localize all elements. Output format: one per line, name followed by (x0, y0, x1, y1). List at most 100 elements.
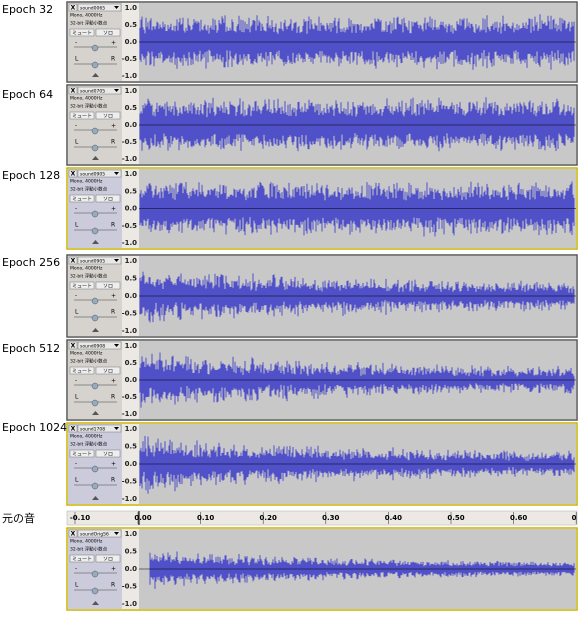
amplitude-label: 0.0 (125, 38, 138, 46)
track-panel (68, 424, 122, 504)
gain-thumb[interactable] (91, 297, 99, 305)
solo-button[interactable] (95, 366, 121, 375)
close-button[interactable] (68, 529, 78, 538)
close-button[interactable] (68, 169, 78, 178)
pan-left: L (75, 582, 79, 589)
gain-minus: - (75, 206, 77, 213)
ruler-label: 0.60 (510, 514, 527, 522)
track-format: 32-bit 浮動小数点 (70, 20, 108, 27)
track-name[interactable]: sound0065 (80, 6, 105, 12)
close-label[interactable]: X (71, 258, 76, 265)
collapse-arrow[interactable] (92, 73, 99, 77)
close-label[interactable]: X (71, 88, 76, 95)
pan-thumb[interactable] (91, 144, 99, 152)
mute-button[interactable] (69, 449, 95, 458)
solo-button[interactable] (95, 28, 121, 37)
collapse-arrow[interactable] (92, 496, 99, 500)
pan-thumb[interactable] (91, 399, 99, 407)
close-label[interactable]: X (71, 5, 76, 12)
collapse-arrow[interactable] (92, 328, 99, 332)
gain-thumb[interactable] (91, 465, 99, 473)
gain-plus: + (111, 123, 116, 130)
mute-label[interactable]: ミュート (72, 452, 92, 458)
close-label[interactable]: X (71, 426, 76, 433)
pan-right: R (111, 582, 115, 589)
amplitude-label: 0.5 (125, 187, 138, 195)
track-name[interactable]: soundOrig56 (80, 532, 109, 538)
track-name[interactable]: sound0705 (80, 89, 105, 95)
gain-thumb[interactable] (91, 210, 99, 218)
mute-button[interactable] (69, 554, 95, 563)
name-menu[interactable] (77, 341, 122, 350)
collapse-arrow[interactable] (92, 156, 99, 160)
mute-label[interactable]: ミュート (72, 369, 92, 375)
pan-thumb[interactable] (91, 227, 99, 235)
mute-button[interactable] (69, 366, 95, 375)
track-name[interactable]: sound0905 (80, 172, 105, 178)
mute-button[interactable] (69, 28, 95, 37)
gain-minus: - (75, 566, 77, 573)
pan-thumb[interactable] (91, 587, 99, 595)
solo-button[interactable] (95, 449, 121, 458)
name-menu[interactable] (77, 3, 122, 12)
gain-thumb[interactable] (91, 570, 99, 578)
collapse-arrow[interactable] (92, 240, 99, 244)
track-name[interactable]: sound0908 (80, 344, 105, 350)
gain-plus: + (111, 378, 116, 385)
close-button[interactable] (68, 424, 78, 433)
menu-arrow (114, 344, 119, 347)
mute-label[interactable]: ミュート (72, 284, 92, 290)
track-rate: Mono, 4000Hz (70, 13, 103, 19)
name-menu[interactable] (77, 169, 122, 178)
gain-thumb[interactable] (91, 127, 99, 135)
close-button[interactable] (68, 256, 78, 265)
solo-button[interactable] (95, 111, 121, 120)
name-menu[interactable] (77, 256, 122, 265)
close-label[interactable]: X (71, 171, 76, 178)
track-frame (66, 527, 578, 611)
pan-thumb[interactable] (91, 314, 99, 322)
solo-label[interactable]: ソロ (103, 369, 113, 375)
solo-button[interactable] (95, 194, 121, 203)
name-menu[interactable] (77, 529, 122, 538)
close-label[interactable]: X (71, 343, 76, 350)
solo-label[interactable]: ソロ (103, 284, 113, 290)
mute-label[interactable]: ミュート (72, 114, 92, 120)
close-button[interactable] (68, 341, 78, 350)
pan-thumb[interactable] (91, 61, 99, 69)
pan-left: L (75, 477, 79, 484)
amplitude-label: -1.0 (122, 495, 137, 503)
track-format: 32-bit 浮動小数点 (70, 358, 108, 365)
collapse-arrow[interactable] (92, 601, 99, 605)
mute-button[interactable] (69, 281, 95, 290)
solo-label[interactable]: ソロ (103, 197, 113, 203)
track-name[interactable]: sound1708 (80, 427, 105, 433)
pan-right: R (111, 394, 115, 401)
name-menu[interactable] (77, 424, 122, 433)
solo-label[interactable]: ソロ (103, 452, 113, 458)
mute-button[interactable] (69, 111, 95, 120)
gain-thumb[interactable] (91, 382, 99, 390)
solo-label[interactable]: ソロ (103, 31, 113, 37)
solo-label[interactable]: ソロ (103, 114, 113, 120)
solo-button[interactable] (95, 281, 121, 290)
mute-button[interactable] (69, 194, 95, 203)
gain-thumb[interactable] (91, 44, 99, 52)
solo-label[interactable]: ソロ (103, 557, 113, 563)
amplitude-label: -1.0 (122, 239, 137, 247)
collapse-arrow[interactable] (92, 411, 99, 415)
mute-label[interactable]: ミュート (72, 31, 92, 37)
gain-minus: - (75, 378, 77, 385)
pan-thumb[interactable] (91, 482, 99, 490)
track-name[interactable]: sound0905 (80, 259, 105, 265)
track-frame (66, 1, 578, 83)
name-menu[interactable] (77, 86, 122, 95)
mute-label[interactable]: ミュート (72, 197, 92, 203)
menu-arrow (114, 89, 119, 92)
close-button[interactable] (68, 86, 78, 95)
mute-label[interactable]: ミュート (72, 557, 92, 563)
close-button[interactable] (68, 3, 78, 12)
close-label[interactable]: X (71, 531, 76, 538)
track-format: 32-bit 浮動小数点 (70, 186, 108, 193)
solo-button[interactable] (95, 554, 121, 563)
